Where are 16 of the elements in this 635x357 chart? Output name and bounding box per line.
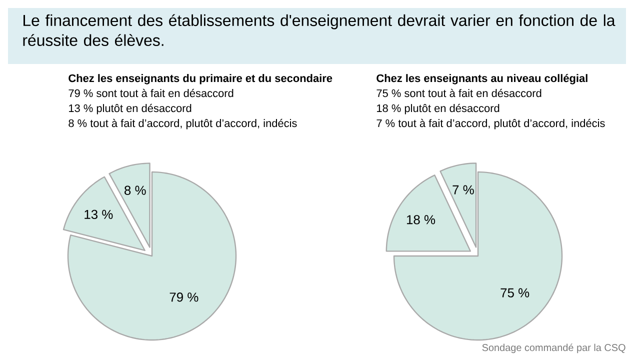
text: 7 % tout à fait d’accord, plutôt d’accord, indécis: [376, 118, 605, 130]
text: 79 % sont tout à fait en désaccord: [68, 88, 234, 98]
text: 13 % plutôt en désaccord: [69, 104, 192, 114]
data-label: 75 %: [500, 288, 530, 298]
chart-subtitle: Chez les enseignants au niveau collégial: [376, 74, 588, 84]
text: 8 % tout à fait d’accord, plutôt d’accord, indécis: [68, 118, 297, 130]
data-label: 13 %: [84, 210, 113, 220]
text: Sondage commandé par la CSQ: [482, 344, 626, 354]
text: 18 % plutôt en désaccord: [377, 104, 500, 114]
text: Le financement des établissements d'enseignement devrait varier en fonction de la réussite des élèves.: [23, 14, 616, 46]
data-label: 79 %: [170, 292, 198, 302]
data-label: 7 %: [452, 185, 474, 194]
text: 75 % sont tout à fait en désaccord: [376, 88, 542, 98]
chart-subtitle: Chez les enseignants du primaire et du secondaire: [68, 74, 332, 84]
data-label: 18 %: [406, 215, 436, 224]
data-label: 8 %: [124, 186, 146, 195]
